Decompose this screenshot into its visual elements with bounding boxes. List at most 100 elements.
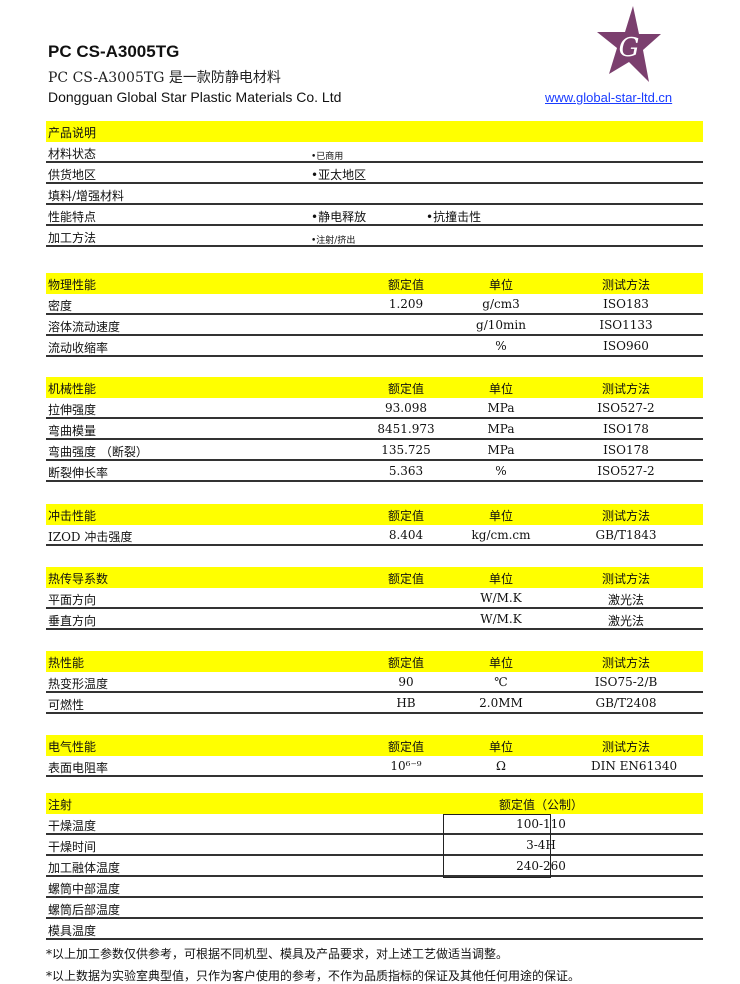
company-name: Dongguan Global Star Plastic Materials C… [48, 89, 342, 105]
row-value: •静电释放 [311, 210, 367, 224]
table-row: 加工融体温度 240-260 [46, 856, 703, 877]
footnote: *以上加工参数仅供参考，可根据不同机型、模具及产品要求，对上述工艺做适当调整。 [46, 947, 509, 961]
footnote: *以上数据为实验室典型值，只作为客户使用的参考，不作为品质指标的保证及其他任何用… [46, 969, 581, 983]
section-title: 注射 [48, 798, 73, 812]
table-row: 可燃性 HB 2.0MM GB/T2408 [46, 693, 703, 714]
column-header-method: 测试方法 [601, 572, 650, 586]
column-header-value: 额定值 [387, 278, 424, 292]
column-header-method: 测试方法 [601, 509, 650, 523]
row-value: •已商用 [311, 152, 344, 162]
table-row: 模具温度 [46, 919, 703, 940]
table-row: 螺筒后部温度 [46, 898, 703, 919]
row-method: 激光法 [607, 614, 644, 628]
table-row: 干燥时间 3-4H [46, 835, 703, 856]
column-header-unit: 单位 [488, 740, 513, 754]
row-method: ISO960 [603, 339, 649, 353]
column-header-method: 测试方法 [601, 740, 650, 754]
table-row: 表面电阻率 10⁶⁻⁹ Ω DIN EN61340 [46, 756, 703, 777]
column-header-method: 测试方法 [601, 656, 650, 670]
row-label: 弯曲模量 [48, 424, 97, 438]
row-value: 5.363 [388, 464, 424, 478]
section-title: 产品说明 [48, 126, 97, 140]
section-title: 热传导系数 [48, 572, 109, 586]
row-value: •亚太地区 [311, 168, 367, 182]
row-method: 激光法 [607, 593, 644, 607]
section-title: 热性能 [48, 656, 85, 670]
section-header: 热传导系数 额定值 单位 测试方法 [46, 567, 703, 588]
row-label: 加工方法 [48, 231, 97, 245]
injection-section: 注射 额定值（公制） 干燥温度 100-110 干燥时间 3-4H 加工融体温度 240-26… [46, 793, 703, 940]
table-row: 断裂伸长率 5.363% ISO527-2 [46, 461, 703, 482]
table-row: 流动收缩率% ISO960 [46, 336, 703, 357]
row-value: 8451.973 [377, 422, 435, 436]
property-section: 冲击性能 额定值 单位 测试方法 IZOD 冲击强度 8.404 kg/cm.cm GB/T1… [46, 504, 703, 546]
section-title: 冲击性能 [48, 509, 97, 523]
column-header-value: 额定值 [387, 656, 424, 670]
column-header-unit: 单位 [488, 382, 513, 396]
row-unit: W/M.K [480, 591, 522, 605]
website-link[interactable]: www.global-star-ltd.cn [545, 90, 673, 105]
row-label: 性能特点 [48, 210, 97, 224]
row-unit: ℃ [494, 675, 508, 689]
section-header: 电气性能 额定值 单位 测试方法 [46, 735, 703, 756]
column-header-method: 测试方法 [601, 382, 650, 396]
row-unit: MPa [487, 401, 515, 415]
row-label: 密度 [48, 299, 73, 313]
section-title: 机械性能 [48, 382, 97, 396]
row-unit: kg/cm.cm [471, 528, 531, 542]
column-header-value: 额定值 [387, 382, 424, 396]
row-method: ISO527-2 [597, 464, 655, 478]
column-header-value: 额定值（公制） [498, 798, 583, 812]
injection-value-box [443, 814, 551, 878]
row-label: 螺筒后部温度 [48, 903, 121, 917]
row-label: 拉伸强度 [48, 403, 97, 417]
row-value: 100-110 [516, 817, 566, 831]
section-header: 热性能 额定值 单位 测试方法 [46, 651, 703, 672]
row-method: ISO1133 [599, 318, 653, 332]
row-label: 干燥时间 [48, 840, 97, 854]
product-description-section: 产品说明 材料状态 •已商用 供货地区 •亚太地区 填料/增强材料 性能特点 •静电释放 •抗撞… [46, 121, 703, 247]
table-row: 溶体流动速度 g/10min ISO1133 [46, 315, 703, 336]
row-method: ISO183 [603, 297, 649, 311]
table-row: 螺筒中部温度 [46, 877, 703, 898]
row-value: HB [396, 696, 416, 710]
row-label: 填料/增强材料 [48, 189, 125, 203]
row-label: 模具温度 [48, 924, 97, 938]
table-row: 干燥温度 100-110 [46, 814, 703, 835]
table-row: 弯曲强度 （断裂） 135.725 MPa ISO178 [46, 440, 703, 461]
row-value: 1.209 [388, 297, 424, 311]
section-header: 物理性能 额定值 单位 测试方法 [46, 273, 703, 294]
section-header: 冲击性能 额定值 单位 测试方法 [46, 504, 703, 525]
row-label: IZOD 冲击强度 [48, 530, 133, 544]
property-section: 热性能 额定值 单位 测试方法 热变形温度 90 ℃ ISO75-2/B 可燃性 HB 2.0MM G… [46, 651, 703, 714]
property-section: 电气性能 额定值 单位 测试方法 表面电阻率 10⁶⁻⁹ Ω DIN EN61340 [46, 735, 703, 777]
section-header: 注射 额定值（公制） [46, 793, 703, 814]
column-header-method: 测试方法 [601, 278, 650, 292]
row-unit: W/M.K [480, 612, 522, 626]
row-unit: g/cm3 [482, 297, 520, 311]
column-header-unit: 单位 [488, 572, 513, 586]
row-method: ISO178 [603, 422, 649, 436]
table-row: 加工方法 •注射/挤出 [46, 226, 703, 247]
row-value: 90 [398, 675, 414, 689]
column-header-value: 额定值 [387, 572, 424, 586]
table-row: 供货地区 •亚太地区 [46, 163, 703, 184]
row-label: 干燥温度 [48, 819, 97, 833]
row-unit: MPa [487, 443, 515, 457]
row-unit: % [495, 464, 507, 478]
row-method: ISO75-2/B [594, 675, 658, 689]
table-row: 平面方向 W/M.K 激光法 [46, 588, 703, 609]
row-value: 3-4H [526, 838, 556, 852]
table-row: 材料状态 •已商用 [46, 142, 703, 163]
section-header: 产品说明 [46, 121, 703, 142]
row-label: 溶体流动速度 [48, 320, 121, 334]
column-header-value: 额定值 [387, 509, 424, 523]
row-value: 8.404 [388, 528, 424, 542]
section-header: 机械性能 额定值 单位 测试方法 [46, 377, 703, 398]
table-row: 垂直方向 W/M.K 激光法 [46, 609, 703, 630]
row-value: 240-260 [516, 859, 566, 873]
row-label: 断裂伸长率 [48, 466, 109, 480]
row-label: 流动收缩率 [48, 341, 109, 355]
row-label: 垂直方向 [48, 614, 97, 628]
row-method: DIN EN61340 [591, 759, 678, 773]
